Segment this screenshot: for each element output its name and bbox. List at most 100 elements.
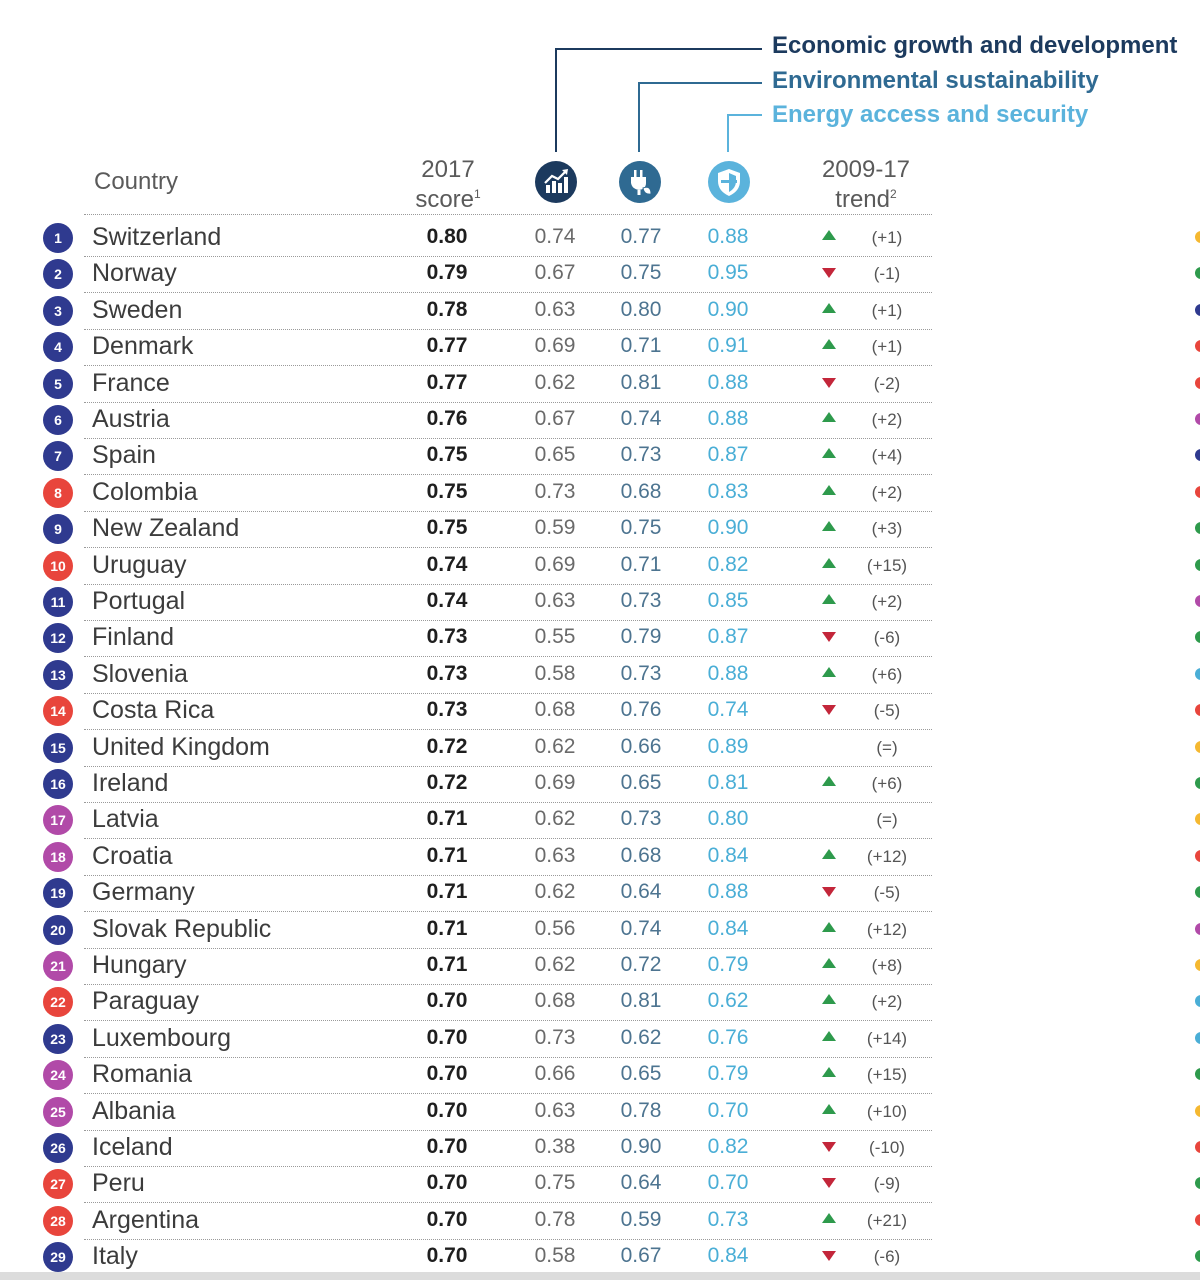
legend-energy-label: Energy access and security bbox=[772, 101, 1089, 128]
economic-score: 0.62 bbox=[534, 880, 576, 903]
legend-connector-energy bbox=[727, 114, 729, 152]
energy-score: 0.87 bbox=[707, 443, 749, 466]
environmental-score: 0.71 bbox=[620, 334, 662, 357]
score-2017: 0.77 bbox=[426, 371, 468, 394]
rank-change: (-10) bbox=[869, 1138, 905, 1157]
economic-score: 0.58 bbox=[534, 1244, 576, 1267]
region-dot bbox=[1195, 231, 1200, 243]
region-dot bbox=[1195, 923, 1200, 935]
rank-change: (+15) bbox=[866, 556, 908, 575]
energy-score: 0.76 bbox=[707, 1026, 749, 1049]
row-divider bbox=[84, 620, 932, 621]
region-dot bbox=[1195, 486, 1200, 498]
region-dot bbox=[1195, 595, 1200, 607]
rank-change: (+1) bbox=[871, 228, 903, 247]
energy-score: 0.88 bbox=[707, 371, 749, 394]
header-divider bbox=[84, 214, 932, 215]
row-divider bbox=[84, 1130, 932, 1131]
table-row: 12 Finland 0.73 0.55 0.79 0.87 (-6) bbox=[0, 620, 1200, 656]
table-row: 18 Croatia 0.71 0.63 0.68 0.84 (+12) bbox=[0, 839, 1200, 875]
economic-score: 0.69 bbox=[534, 553, 576, 576]
rank-badge: 3 bbox=[43, 296, 73, 326]
environmental-score: 0.73 bbox=[620, 589, 662, 612]
row-divider bbox=[84, 329, 932, 330]
table-row: 8 Colombia 0.75 0.73 0.68 0.83 (+2) bbox=[0, 475, 1200, 511]
energy-score: 0.87 bbox=[707, 625, 749, 648]
row-divider bbox=[84, 474, 932, 475]
region-dot bbox=[1195, 1032, 1200, 1044]
table-row: 29 Italy 0.70 0.58 0.67 0.84 (-6) bbox=[0, 1239, 1200, 1275]
rank-change: (+15) bbox=[866, 1065, 908, 1084]
rank-badge: 25 bbox=[43, 1097, 73, 1127]
region-dot bbox=[1195, 1250, 1200, 1262]
rank-badge: 21 bbox=[43, 951, 73, 981]
country-name: Sweden bbox=[92, 296, 183, 324]
rank-badge: 19 bbox=[43, 878, 73, 908]
row-divider bbox=[84, 365, 932, 366]
trend-down-arrow-icon bbox=[822, 1251, 836, 1261]
row-divider bbox=[84, 1057, 932, 1058]
rank-badge: 10 bbox=[43, 551, 73, 581]
rank-badge: 23 bbox=[43, 1024, 73, 1054]
economic-score: 0.63 bbox=[534, 298, 576, 321]
rank-change: (+4) bbox=[871, 446, 903, 465]
rank-change: (+21) bbox=[866, 1211, 908, 1230]
country-name: Denmark bbox=[92, 332, 194, 360]
rank-change: (+2) bbox=[871, 592, 903, 611]
rank-change: (+2) bbox=[871, 410, 903, 429]
region-dot bbox=[1195, 850, 1200, 862]
country-name: Spain bbox=[92, 441, 156, 469]
region-dot bbox=[1195, 777, 1200, 789]
rank-badge: 8 bbox=[43, 478, 73, 508]
country-name: Luxembourg bbox=[92, 1024, 231, 1052]
energy-score: 0.84 bbox=[707, 917, 749, 940]
energy-score: 0.84 bbox=[707, 1244, 749, 1267]
environmental-score: 0.73 bbox=[620, 807, 662, 830]
energy-score: 0.90 bbox=[707, 298, 749, 321]
energy-score: 0.83 bbox=[707, 480, 749, 503]
country-name: Germany bbox=[92, 878, 195, 906]
economic-score: 0.62 bbox=[534, 807, 576, 830]
economic-score: 0.59 bbox=[534, 516, 576, 539]
environmental-score: 0.80 bbox=[620, 298, 662, 321]
rank-badge: 20 bbox=[43, 915, 73, 945]
country-name: Peru bbox=[92, 1169, 145, 1197]
energy-score: 0.73 bbox=[707, 1208, 749, 1231]
rank-change: (+14) bbox=[866, 1029, 908, 1048]
rank-badge: 24 bbox=[43, 1060, 73, 1090]
rank-badge: 18 bbox=[43, 842, 73, 872]
trend-up-arrow-icon bbox=[822, 594, 836, 604]
rank-change: (+12) bbox=[866, 920, 908, 939]
row-divider bbox=[84, 584, 932, 585]
row-divider bbox=[84, 802, 932, 803]
economic-score: 0.65 bbox=[534, 443, 576, 466]
country-name: Austria bbox=[92, 405, 170, 433]
country-name: Norway bbox=[92, 259, 177, 287]
region-dot bbox=[1195, 959, 1200, 971]
row-divider bbox=[84, 292, 932, 293]
region-dot bbox=[1195, 559, 1200, 571]
region-dot bbox=[1195, 631, 1200, 643]
score-2017: 0.75 bbox=[426, 443, 468, 466]
environmental-score: 0.75 bbox=[620, 261, 662, 284]
legend-connector-environmental bbox=[638, 82, 762, 84]
table-row: 22 Paraguay 0.70 0.68 0.81 0.62 (+2) bbox=[0, 984, 1200, 1020]
score-column-header: 2017 score1 bbox=[400, 158, 496, 212]
score-2017: 0.70 bbox=[426, 1135, 468, 1158]
row-divider bbox=[84, 1202, 932, 1203]
environmental-score: 0.76 bbox=[620, 698, 662, 721]
country-name: Romania bbox=[92, 1060, 193, 1088]
country-name: Slovenia bbox=[92, 660, 188, 688]
score-2017: 0.78 bbox=[426, 298, 468, 321]
legend-connector-economic bbox=[555, 48, 762, 50]
row-divider bbox=[84, 948, 932, 949]
energy-score: 0.82 bbox=[707, 1135, 749, 1158]
region-dot bbox=[1195, 340, 1200, 352]
economic-score: 0.68 bbox=[534, 698, 576, 721]
trend-down-arrow-icon bbox=[822, 378, 836, 388]
score-2017: 0.73 bbox=[426, 698, 468, 721]
rank-badge: 6 bbox=[43, 405, 73, 435]
row-divider bbox=[84, 911, 932, 912]
country-name: Croatia bbox=[92, 842, 173, 870]
score-2017: 0.71 bbox=[426, 880, 468, 903]
